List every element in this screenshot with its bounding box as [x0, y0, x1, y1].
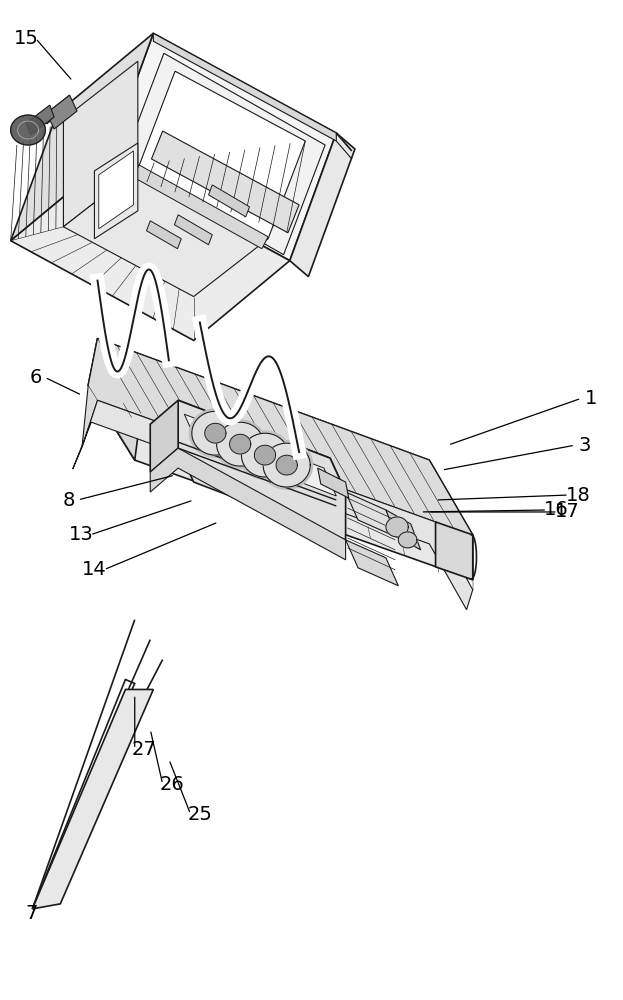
Text: 16: 16	[544, 500, 569, 519]
Polygon shape	[122, 53, 325, 255]
Polygon shape	[98, 338, 473, 535]
Text: 25: 25	[188, 805, 212, 824]
Text: 27: 27	[131, 740, 156, 759]
Polygon shape	[216, 423, 246, 453]
Polygon shape	[151, 131, 299, 233]
Polygon shape	[11, 115, 45, 145]
Polygon shape	[150, 400, 178, 472]
Polygon shape	[99, 151, 133, 229]
Polygon shape	[64, 61, 138, 227]
Polygon shape	[217, 422, 264, 466]
Polygon shape	[107, 33, 336, 261]
Polygon shape	[239, 431, 291, 479]
Polygon shape	[386, 517, 408, 537]
Polygon shape	[214, 420, 266, 468]
Text: 6: 6	[29, 368, 42, 387]
Polygon shape	[192, 411, 239, 455]
Polygon shape	[263, 443, 310, 487]
Text: 17: 17	[554, 502, 579, 521]
Polygon shape	[318, 468, 349, 498]
Polygon shape	[398, 532, 417, 548]
Text: 13: 13	[69, 525, 93, 544]
Polygon shape	[153, 33, 336, 141]
Polygon shape	[346, 540, 398, 586]
Polygon shape	[242, 433, 288, 477]
Polygon shape	[254, 445, 275, 465]
Polygon shape	[230, 434, 251, 454]
Polygon shape	[209, 185, 249, 217]
Polygon shape	[290, 133, 355, 277]
Text: 8: 8	[62, 491, 75, 510]
Polygon shape	[189, 409, 241, 457]
Text: 15: 15	[14, 29, 39, 48]
Text: 7: 7	[25, 904, 37, 923]
Polygon shape	[184, 414, 336, 496]
Polygon shape	[178, 400, 346, 492]
Polygon shape	[95, 143, 138, 239]
Polygon shape	[146, 221, 181, 249]
Text: 1: 1	[584, 389, 597, 408]
Polygon shape	[174, 215, 212, 245]
Polygon shape	[82, 338, 473, 580]
Polygon shape	[386, 510, 421, 550]
Text: 18: 18	[566, 486, 591, 505]
Polygon shape	[32, 680, 135, 909]
Polygon shape	[138, 71, 305, 239]
Polygon shape	[64, 169, 268, 297]
Polygon shape	[237, 432, 268, 462]
Text: 14: 14	[82, 560, 107, 579]
Polygon shape	[88, 338, 141, 460]
Polygon shape	[435, 522, 473, 580]
Polygon shape	[133, 165, 268, 249]
Polygon shape	[205, 423, 226, 443]
Polygon shape	[32, 689, 153, 909]
Polygon shape	[47, 95, 70, 124]
Polygon shape	[259, 441, 290, 471]
Text: 26: 26	[159, 775, 184, 794]
Polygon shape	[261, 441, 313, 489]
Polygon shape	[47, 95, 77, 129]
Polygon shape	[26, 105, 54, 135]
Polygon shape	[11, 33, 153, 241]
Polygon shape	[150, 448, 346, 560]
Polygon shape	[276, 455, 297, 475]
Text: 3: 3	[578, 436, 591, 455]
Polygon shape	[88, 338, 473, 580]
Polygon shape	[11, 161, 290, 340]
Polygon shape	[178, 400, 346, 540]
Polygon shape	[346, 492, 398, 538]
Polygon shape	[73, 400, 473, 610]
